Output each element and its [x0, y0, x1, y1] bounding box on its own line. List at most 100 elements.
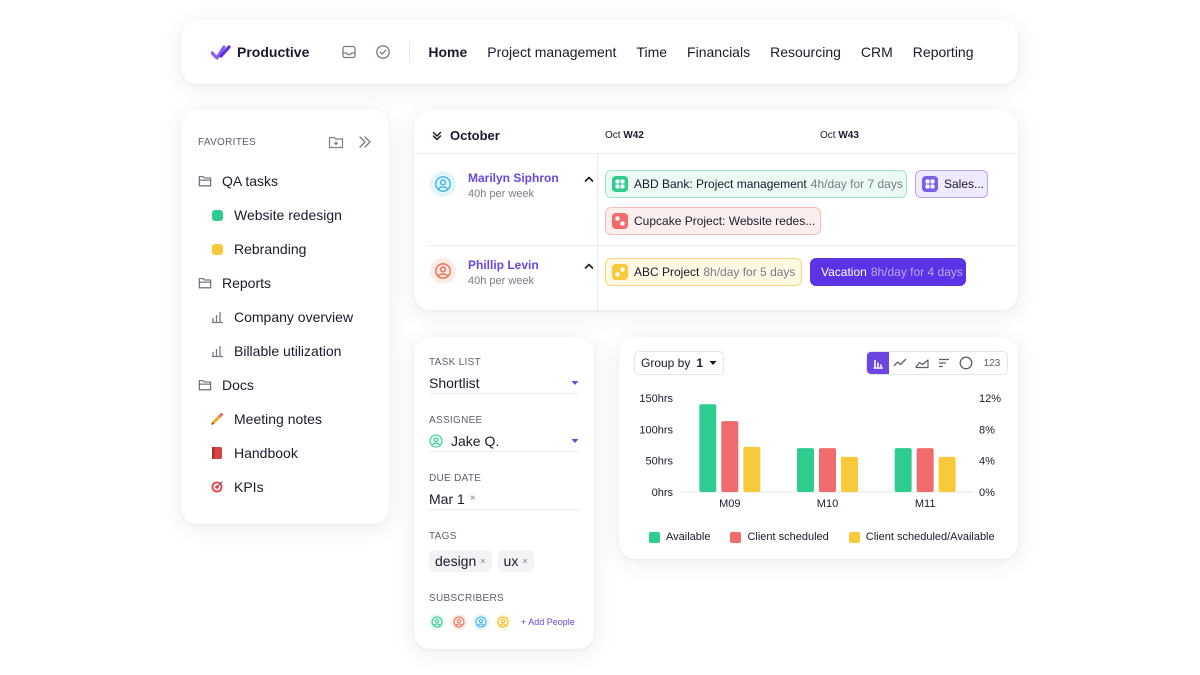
subscriber-avatar[interactable] [451, 614, 467, 630]
y-axis-right-tick: 8% [979, 424, 995, 436]
task-list-value: Shortlist [429, 374, 480, 391]
booking-vacation[interactable]: Vacation 8h/day for 4 days [810, 258, 966, 286]
user-avatar-icon [435, 263, 451, 279]
subscriber-avatar[interactable] [495, 614, 511, 630]
favorites-title: FAVORITES [198, 136, 257, 148]
bar-m11-series-1 [916, 448, 934, 492]
avatar [430, 258, 456, 284]
tag-ux[interactable]: ux × [497, 550, 534, 572]
double-chevron-down-icon [432, 131, 442, 140]
assignee-label: ASSIGNEE [429, 415, 483, 426]
tag-design[interactable]: design × [429, 550, 492, 572]
clear-date-icon[interactable]: × [469, 493, 476, 504]
legend-item-client-scheduled-available[interactable]: Client scheduled/Available [848, 531, 995, 543]
tags-group: TAGS design × ux × [429, 531, 579, 589]
legend-item-available[interactable]: Available [649, 531, 710, 543]
tasks-check-icon[interactable] [375, 44, 391, 60]
person-row-marilyn: Marilyn Siphron 40h per week [430, 171, 594, 200]
booking-detail: 8h/day for 5 days [703, 265, 796, 279]
favorite-reports[interactable]: Reports [198, 266, 372, 300]
favorite-label: KPIs [234, 479, 264, 495]
pie-chart-toggle[interactable] [955, 352, 977, 374]
nav-reporting[interactable]: Reporting [912, 44, 974, 60]
booking-title: Vacation [821, 265, 867, 279]
add-folder-icon[interactable] [328, 135, 344, 149]
group-by-value: 1 [696, 356, 704, 370]
booking-detail: 8h/day for 4 days [870, 265, 963, 279]
favorite-meeting-notes[interactable]: Meeting notes [198, 402, 372, 436]
nav-home[interactable]: Home [428, 44, 468, 60]
project-grid-icon [922, 176, 938, 192]
y-axis-right-tick: 4% [979, 456, 995, 468]
brand-logo[interactable]: Productive [211, 44, 309, 60]
bar-chart-toggle[interactable] [867, 352, 889, 374]
y-axis-right-tick: 12% [979, 393, 1001, 405]
productive-logo-icon [211, 45, 231, 60]
due-date-field[interactable]: Mar 1 × [429, 488, 579, 510]
caret-down-icon [709, 361, 717, 365]
project-grid-icon [612, 176, 628, 192]
remove-tag-icon[interactable]: × [522, 556, 528, 566]
area-chart-toggle[interactable] [911, 352, 933, 374]
legend-item-client-scheduled[interactable]: Client scheduled [730, 531, 829, 543]
booking-title: Cupcake Project: Website redes... [634, 214, 816, 228]
booking-abc-project[interactable]: ABC Project 8h/day for 5 days [605, 258, 802, 286]
bar-chart-icon [210, 310, 224, 324]
add-people-link[interactable]: + Add People [521, 617, 575, 627]
favorite-rebranding[interactable]: Rebranding [198, 232, 372, 266]
nav-financials[interactable]: Financials [687, 44, 751, 60]
favorite-label: Docs [222, 377, 254, 393]
booking-title: ABC Project [634, 265, 700, 279]
favorite-docs[interactable]: Docs [198, 368, 372, 402]
nav-resourcing[interactable]: Resourcing [770, 44, 841, 60]
chevron-up-icon[interactable] [584, 262, 594, 270]
horizontal-bar-toggle[interactable] [933, 352, 955, 374]
booking-cupcake[interactable]: Cupcake Project: Website redes... [605, 207, 821, 235]
booking-sales[interactable]: Sales... [915, 170, 988, 198]
bar-m11-series-0 [894, 448, 912, 492]
bar-m10-series-2 [841, 456, 858, 492]
book-icon [210, 446, 224, 460]
inbox-icon[interactable] [341, 44, 357, 60]
favorite-company-overview[interactable]: Company overview [198, 300, 372, 334]
subscribers-label: SUBSCRIBERS [429, 593, 504, 604]
favorite-qa-tasks[interactable]: QA tasks [198, 164, 372, 198]
chevron-up-icon[interactable] [584, 175, 594, 183]
nav-time[interactable]: Time [636, 44, 668, 60]
schedule-header: October Oct W42 Oct W43 [414, 110, 1018, 154]
number-view-toggle[interactable]: 123 [983, 357, 1001, 369]
group-by-select[interactable]: Group by 1 [634, 351, 725, 375]
tags-label: TAGS [429, 531, 457, 542]
person-name[interactable]: Marilyn Siphron [468, 171, 559, 185]
booking-abd-bank[interactable]: ABD Bank: Project management 4h/day for … [605, 170, 907, 198]
week-label-w43: Oct W43 [820, 130, 859, 141]
user-avatar-icon [429, 433, 443, 448]
subscriber-avatar[interactable] [473, 614, 489, 630]
subscriber-avatar[interactable] [429, 614, 445, 630]
favorite-billable-utilization[interactable]: Billable utilization [198, 334, 372, 368]
favorite-label: Rebranding [234, 241, 307, 257]
person-capacity: 40h per week [468, 275, 535, 287]
nav-project-management[interactable]: Project management [487, 44, 617, 60]
task-list-select[interactable]: Shortlist [429, 372, 579, 394]
favorite-handbook[interactable]: Handbook [198, 436, 372, 470]
bar-m11-series-2 [938, 456, 956, 492]
month-toggle[interactable]: October [432, 128, 500, 143]
favorite-website-redesign[interactable]: Website redesign [198, 198, 372, 232]
nav-crm[interactable]: CRM [860, 44, 893, 60]
task-list-label: TASK LIST [429, 357, 481, 368]
person-name[interactable]: Phillip Levin [468, 258, 539, 272]
caret-down-icon [571, 380, 579, 385]
person-capacity: 40h per week [468, 188, 535, 200]
favorite-kpis[interactable]: KPIs [198, 470, 372, 504]
caret-down-icon [571, 438, 579, 443]
pie-chart-icon [959, 356, 973, 370]
line-chart-toggle[interactable] [889, 352, 911, 374]
collapse-sidebar-icon[interactable] [358, 135, 372, 149]
pencil-icon [210, 412, 224, 426]
favorite-label: Website redesign [234, 207, 342, 223]
top-navigation-bar: Productive Home Project management Time … [181, 20, 1018, 84]
assignee-value: Jake Q. [451, 432, 500, 449]
remove-tag-icon[interactable]: × [480, 556, 486, 566]
assignee-select[interactable]: Jake Q. [429, 430, 579, 452]
